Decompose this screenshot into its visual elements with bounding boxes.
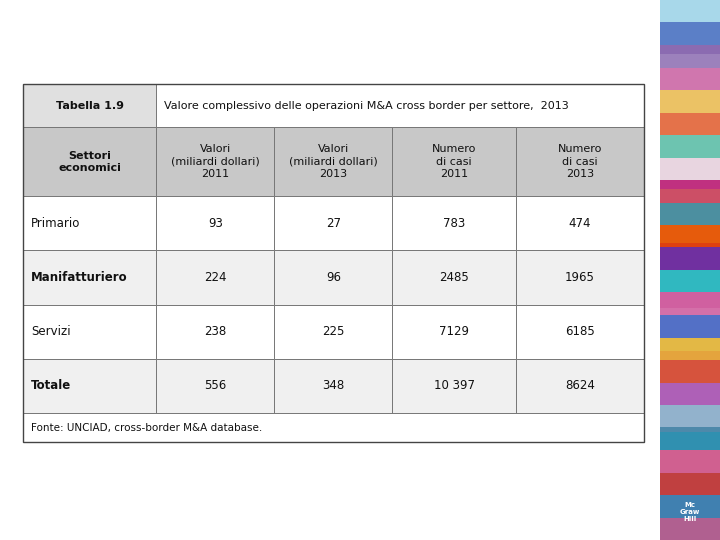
Bar — [392, 127, 516, 196]
Text: 474: 474 — [569, 217, 591, 230]
Bar — [660, 450, 720, 472]
Bar — [660, 180, 720, 202]
Text: Valore complessivo delle operazioni M&A cross border per settore,  2013: Valore complessivo delle operazioni M&A … — [164, 101, 569, 111]
Text: Valori
(miliardi dollari)
2013: Valori (miliardi dollari) 2013 — [289, 144, 378, 179]
Bar — [516, 251, 644, 305]
Text: Fonte: UNCIAD, cross-border M&A database.: Fonte: UNCIAD, cross-border M&A database… — [31, 423, 262, 433]
Bar — [660, 90, 720, 112]
Text: Settori
economici: Settori economici — [58, 151, 121, 173]
Bar — [23, 413, 644, 442]
Bar — [660, 428, 720, 450]
Bar — [516, 127, 644, 196]
Bar — [23, 251, 156, 305]
Bar — [660, 23, 720, 45]
Bar — [156, 305, 274, 359]
Bar — [156, 84, 644, 127]
Bar — [23, 196, 156, 251]
Text: 238: 238 — [204, 325, 227, 338]
Bar — [156, 127, 274, 196]
Bar — [660, 293, 720, 315]
Text: 7129: 7129 — [439, 325, 469, 338]
Bar — [156, 196, 274, 251]
Bar — [660, 112, 720, 135]
Bar — [660, 351, 720, 432]
Bar — [660, 405, 720, 428]
Text: 6185: 6185 — [565, 325, 595, 338]
Bar — [660, 0, 720, 23]
Bar — [660, 158, 720, 180]
Bar — [660, 54, 720, 135]
Text: Servizi: Servizi — [31, 325, 71, 338]
Text: 225: 225 — [322, 325, 344, 338]
Text: Numero
di casi
2013: Numero di casi 2013 — [558, 144, 602, 179]
Text: 27: 27 — [325, 217, 341, 230]
Bar — [660, 360, 720, 382]
Text: Numero
di casi
2011: Numero di casi 2011 — [432, 144, 477, 179]
Bar — [274, 305, 392, 359]
Bar — [660, 68, 720, 90]
Bar — [392, 359, 516, 413]
Text: Mc
Graw
Hill: Mc Graw Hill — [680, 502, 700, 522]
Bar — [660, 270, 720, 293]
Bar — [23, 84, 156, 127]
Text: 556: 556 — [204, 379, 227, 392]
Bar — [660, 308, 720, 351]
Text: 224: 224 — [204, 271, 227, 284]
Bar — [660, 247, 720, 270]
Bar — [660, 495, 720, 517]
Text: 93: 93 — [208, 217, 223, 230]
Bar — [156, 251, 274, 305]
Text: 96: 96 — [325, 271, 341, 284]
Text: Totale: Totale — [31, 379, 71, 392]
Bar — [392, 305, 516, 359]
Text: 348: 348 — [322, 379, 344, 392]
Bar — [23, 127, 156, 196]
Text: Copyright © 2016: Copyright © 2016 — [549, 506, 650, 516]
Bar — [660, 45, 720, 68]
Bar — [392, 196, 516, 251]
Bar — [23, 359, 156, 413]
Text: Valori
(miliardi dollari)
2011: Valori (miliardi dollari) 2011 — [171, 144, 260, 179]
Text: Primario: Primario — [31, 217, 81, 230]
Bar — [660, 382, 720, 405]
Bar — [156, 359, 274, 413]
Bar — [660, 472, 720, 495]
Bar — [274, 196, 392, 251]
Text: 783: 783 — [443, 217, 465, 230]
Text: Matteo Caroli: Matteo Caroli — [8, 524, 82, 534]
Text: 2485: 2485 — [439, 271, 469, 284]
Bar — [274, 251, 392, 305]
Bar — [660, 315, 720, 338]
Bar — [660, 338, 720, 360]
Bar — [660, 202, 720, 225]
Bar — [516, 196, 644, 251]
Bar — [660, 517, 720, 540]
Bar — [660, 135, 720, 158]
Text: Gestione delle imprese internazionali 3/ed: Gestione delle imprese internazionali 3/… — [8, 505, 305, 518]
Text: Tabella 1.9: Tabella 1.9 — [55, 101, 124, 111]
Bar — [660, 189, 720, 243]
Bar — [392, 251, 516, 305]
Text: Capitolo 1  -   L’internazionalizzazione delle imprese: scenari e tendenze: Capitolo 1 - L’internazionalizzazione de… — [8, 11, 627, 26]
Bar — [660, 225, 720, 247]
Text: 8624: 8624 — [565, 379, 595, 392]
Bar — [274, 127, 392, 196]
Bar — [274, 359, 392, 413]
Bar — [23, 84, 644, 442]
Text: 10 397: 10 397 — [433, 379, 474, 392]
Bar — [23, 305, 156, 359]
Text: Manifatturiero: Manifatturiero — [31, 271, 127, 284]
Text: Tutti i diritti di riproduzione sono vietati: Tutti i diritti di riproduzione sono vie… — [431, 524, 650, 534]
Text: 1965: 1965 — [565, 271, 595, 284]
Bar — [516, 359, 644, 413]
Bar — [516, 305, 644, 359]
